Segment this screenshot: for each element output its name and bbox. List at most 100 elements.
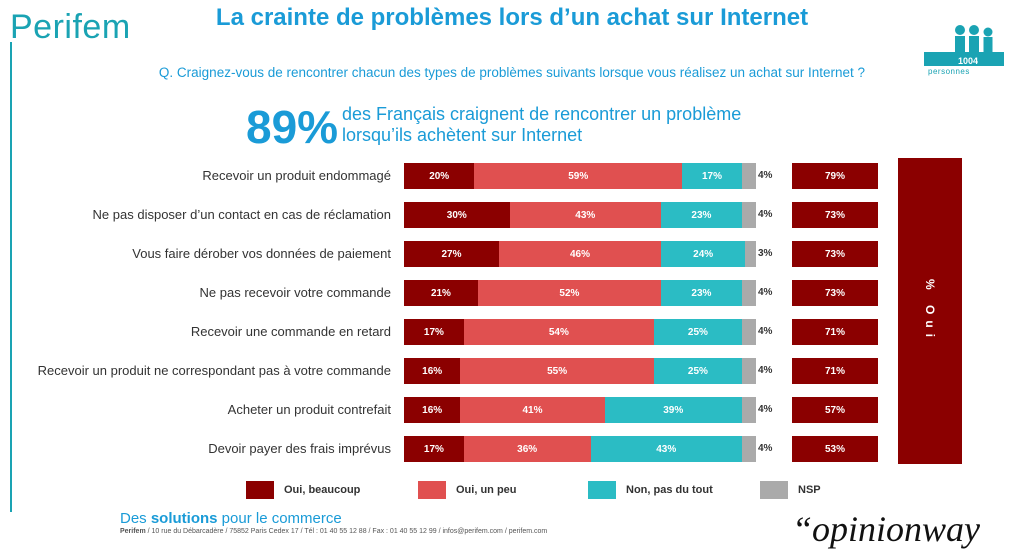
bar-value-label: 17% [423, 326, 444, 338]
bar-value-label: 55% [547, 365, 568, 377]
bar-segment: 39% [604, 397, 742, 423]
bar-value-label: 24% [693, 248, 714, 260]
oui-total: 57% [792, 397, 878, 423]
bar-value-label: 25% [687, 326, 708, 338]
bar-value-label: 3% [758, 248, 773, 259]
oui-total: 71% [792, 319, 878, 345]
row-label: Acheter un produit contrefait [227, 402, 391, 417]
bar-segment: 46% [499, 241, 661, 267]
bar-segment: 59% [474, 163, 683, 189]
oui-total: 73% [792, 241, 878, 267]
slogan-post: pour le commerce [217, 510, 342, 527]
bar-value-label: 39% [663, 404, 684, 416]
bar-segment: 25% [653, 358, 742, 384]
bar-value-label: 4% [758, 287, 773, 298]
bar-value-label: 4% [758, 404, 773, 415]
bar-value-label: 25% [687, 365, 708, 377]
bar-segment: 25% [653, 319, 742, 345]
address-bold: Perifem [120, 528, 146, 535]
bar-segment: 16% [404, 358, 461, 384]
slogan-bold: solutions [150, 510, 218, 527]
sample-count: 1004 [958, 56, 979, 66]
oui-total: 53% [792, 436, 878, 462]
bar-value-label: 43% [656, 443, 677, 455]
bar-value-label: 54% [548, 326, 569, 338]
survey-question: Q. Craignez-vous de rencontrer chacun de… [158, 65, 866, 80]
bar-value-label: 27% [441, 248, 462, 260]
headline-value: 89% [246, 101, 339, 153]
legend-label: NSP [798, 484, 821, 496]
bar-segment [741, 397, 756, 423]
bar-value-label: 41% [522, 404, 543, 416]
bar-value-label: 52% [559, 287, 580, 299]
legend-label: Non, pas du tout [626, 484, 713, 496]
legend-swatch [588, 481, 616, 499]
row-label: Recevoir un produit endommagé [202, 168, 391, 183]
bar-value-label: 4% [758, 209, 773, 220]
bar-value-label: 17% [423, 443, 444, 455]
bar-value-label: 30% [446, 209, 467, 221]
bar-segment: 24% [660, 241, 746, 267]
legend-swatch [760, 481, 788, 499]
bar-segment: 43% [590, 436, 742, 462]
bar-segment [741, 163, 756, 189]
people-icon [924, 25, 1004, 66]
bar-value-label: 4% [758, 443, 773, 454]
bar-segment: 30% [404, 202, 510, 228]
sample-label: personnes [928, 67, 970, 76]
footer-address: Perifem / 10 rue du Débarcadère / 75852 … [120, 528, 547, 535]
bar-segment: 17% [404, 319, 464, 345]
legend-label: Oui, beaucoup [284, 484, 361, 496]
footer-slogan: Des solutions pour le commerce [120, 510, 342, 527]
address-rest: / 10 rue du Débarcadère / 75852 Paris Ce… [145, 528, 548, 535]
bar-segment: 21% [404, 280, 478, 306]
perifem-logo: Perifem [10, 8, 131, 46]
legend-swatch [246, 481, 274, 499]
bar-segment [741, 358, 756, 384]
bar-segment: 36% [463, 436, 591, 462]
oui-sidebar [898, 158, 962, 464]
oui-total: 73% [792, 280, 878, 306]
row-label: Vous faire dérober vos données de paieme… [132, 246, 391, 261]
oui-total: 73% [792, 202, 878, 228]
bar-segment: 27% [404, 241, 500, 267]
opinionway-logo: “opinionway [792, 509, 981, 549]
headline-line-1: des Français craignent de rencontrer un … [342, 104, 742, 124]
bar-segment [741, 280, 756, 306]
oui-sidebar-label: % Oui [923, 278, 938, 344]
row-label: Devoir payer des frais imprévus [208, 441, 391, 456]
bar-segment: 17% [682, 163, 742, 189]
bar-segment: 20% [404, 163, 475, 189]
bar-segment: 16% [404, 397, 461, 423]
bar-value-label: 23% [691, 287, 712, 299]
row-label: Ne pas disposer d’un contact en cas de r… [92, 207, 391, 222]
bar-segment: 23% [660, 280, 742, 306]
bar-segment: 41% [460, 397, 605, 423]
bar-segment: 55% [460, 358, 654, 384]
bar-value-label: 4% [758, 326, 773, 337]
slogan-pre: Des [120, 510, 151, 527]
bar-value-label: 4% [758, 170, 773, 181]
bar-value-label: 20% [429, 170, 450, 182]
row-label: Recevoir un produit ne correspondant pas… [37, 363, 391, 378]
bar-segment: 43% [509, 202, 661, 228]
bar-value-label: 16% [422, 404, 443, 416]
oui-sidebar-label-wrap: % Oui [898, 158, 962, 464]
bar-segment [741, 202, 756, 228]
bar-value-label: 4% [758, 365, 773, 376]
bar-segment [745, 241, 756, 267]
bar-segment [741, 436, 756, 462]
bar-segment: 52% [477, 280, 661, 306]
legend-label: Oui, un peu [456, 484, 517, 496]
bar-segment: 17% [404, 436, 464, 462]
bar-segment [741, 319, 756, 345]
bar-value-label: 46% [569, 248, 590, 260]
bar-value-label: 21% [430, 287, 451, 299]
bar-value-label: 36% [517, 443, 538, 455]
row-label: Ne pas recevoir votre commande [199, 285, 391, 300]
page-title: La crainte de problèmes lors d’un achat … [215, 4, 809, 31]
bar-value-label: 17% [701, 170, 722, 182]
bar-segment: 54% [463, 319, 654, 345]
headline-text: des Français craignent de rencontrer un … [342, 104, 741, 146]
oui-total: 71% [792, 358, 878, 384]
